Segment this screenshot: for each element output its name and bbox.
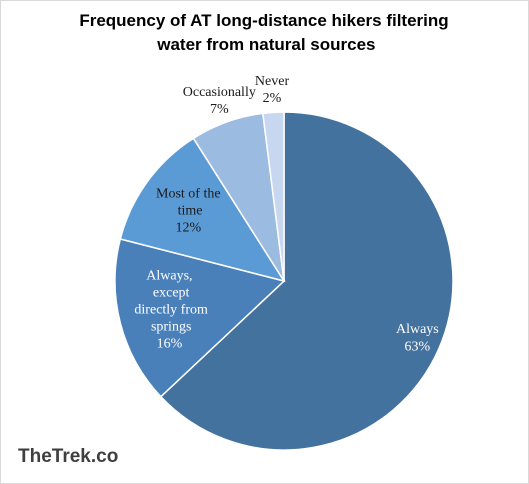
slice-label: Always, except directly from springs bbox=[131, 269, 208, 335]
slice-label: Never bbox=[255, 74, 290, 89]
value-label: 2% bbox=[263, 91, 282, 106]
slice-label: Occasionally bbox=[183, 85, 256, 100]
pie-slice bbox=[119, 137, 286, 283]
value-label: 12% bbox=[175, 221, 201, 236]
slice-label: Most of the time bbox=[156, 187, 221, 219]
slice-label: Always bbox=[396, 322, 439, 337]
value-label: 7% bbox=[210, 102, 229, 117]
value-label: 63% bbox=[405, 339, 431, 354]
chart-title: Frequency of AT long-distance hikers fil… bbox=[79, 11, 448, 54]
source: TheTrek.co bbox=[18, 446, 118, 467]
value-label: 16% bbox=[157, 337, 183, 352]
pie-slice bbox=[261, 111, 285, 282]
pie-slice bbox=[159, 111, 454, 451]
pie-slice bbox=[114, 238, 286, 398]
